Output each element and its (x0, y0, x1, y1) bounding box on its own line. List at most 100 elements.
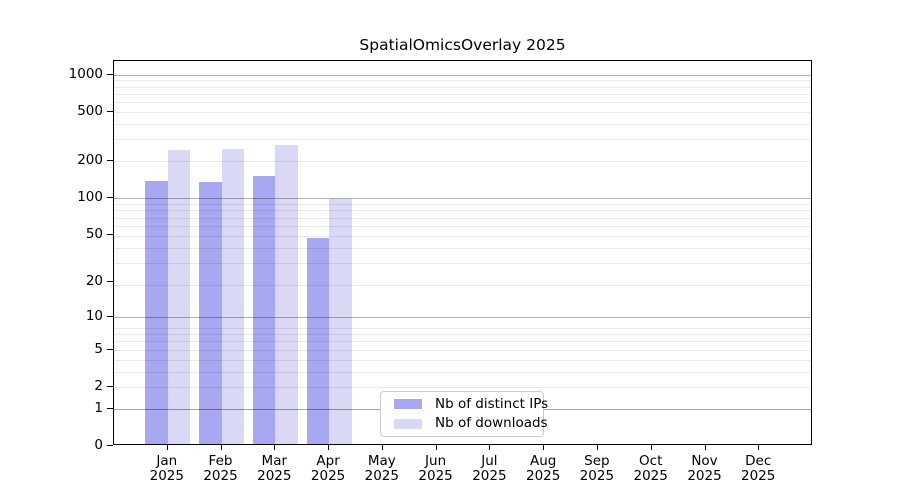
x-axis-tick-label-line: Aug (530, 453, 557, 469)
y-axis-tick (107, 407, 113, 409)
minor-gridline (114, 371, 811, 373)
x-axis-tick (596, 445, 598, 450)
y-axis-tick-label: 20 (85, 273, 103, 290)
minor-gridline (114, 217, 811, 219)
minor-gridline (114, 111, 811, 113)
x-axis-tick-label-line: Jul (481, 453, 498, 469)
x-axis-tick-label-line: 2025 (741, 468, 776, 484)
x-axis-tick-label-line: 2025 (472, 468, 507, 484)
minor-gridline (114, 235, 811, 237)
x-axis-tick-label-line: 2025 (633, 468, 668, 484)
y-axis-tick (107, 110, 113, 112)
x-axis-tick (650, 445, 652, 450)
x-axis-tick-label-line: Nov (691, 453, 718, 469)
x-axis-tick-label-line: Jun (425, 453, 447, 469)
bar-downloads-jan (167, 149, 191, 444)
x-axis-tick-label: May 2025 (354, 454, 410, 484)
x-axis-tick (328, 445, 330, 450)
y-axis-tick (107, 348, 113, 350)
major-gridline (114, 197, 811, 199)
bar-distinct_ips-apr (306, 238, 330, 444)
x-axis-tick-label-line: Jan (156, 453, 178, 469)
x-axis-tick (274, 445, 276, 450)
legend: Nb of distinct IPs Nb of downloads (380, 391, 548, 437)
y-axis-tick (107, 316, 113, 318)
legend-item-downloads: Nb of downloads (394, 416, 548, 431)
x-axis-tick-label-line: 2025 (579, 468, 615, 484)
x-axis-tick-label-line: Mar (261, 453, 288, 469)
y-axis-tick (107, 73, 113, 75)
y-axis-tick-label: 10 (85, 308, 103, 325)
y-axis-tick-label: 5 (94, 340, 103, 357)
minor-gridline (114, 341, 811, 343)
x-axis-tick-label: Nov 2025 (677, 454, 733, 484)
y-axis-tick (107, 196, 113, 198)
y-axis-tick (107, 233, 113, 235)
legend-label: Nb of downloads (435, 415, 548, 432)
bar-distinct_ips-mar (252, 176, 276, 444)
x-axis-tick-label-line: 2025 (526, 468, 561, 484)
bar-distinct_ips-jan (145, 180, 168, 444)
bar-downloads-apr (329, 199, 352, 444)
minor-gridline (114, 210, 811, 212)
y-axis-tick-label: 500 (77, 102, 103, 119)
bar-downloads-mar (275, 144, 298, 444)
x-axis-tick-label: Jul 2025 (461, 454, 517, 484)
minor-gridline (114, 161, 811, 163)
x-axis-tick-label: Mar 2025 (246, 454, 302, 484)
x-axis-tick-label-line: 2025 (364, 468, 399, 484)
y-axis-tick-label: 200 (77, 151, 103, 168)
minor-gridline (114, 86, 811, 88)
y-axis-tick-label: 0 (94, 437, 103, 453)
minor-gridline (114, 359, 811, 361)
minor-gridline (114, 93, 811, 95)
x-axis-tick-label: Aug 2025 (515, 454, 571, 484)
y-axis-tick (107, 385, 113, 387)
x-axis-tick-label: Dec 2025 (730, 454, 786, 484)
minor-gridline (114, 334, 811, 336)
major-gridline (114, 74, 811, 76)
x-axis-tick-label-line: Oct (639, 453, 663, 469)
x-axis-tick-label: Jan 2025 (139, 454, 195, 484)
legend-item-distinct_ips: Nb of distinct IPs (394, 396, 548, 412)
x-axis-tick-label-line: 2025 (257, 468, 292, 484)
minor-gridline (114, 327, 811, 329)
x-axis-tick (166, 445, 168, 450)
y-axis-tick-label: 1 (94, 399, 103, 416)
x-axis-tick-label-line: Apr (316, 453, 340, 469)
x-axis-tick-label: Sep 2025 (569, 454, 625, 484)
minor-gridline (114, 204, 811, 205)
chart-title: SpatialOmicsOverlay 2025 (359, 36, 566, 54)
y-axis-tick-label: 50 (85, 225, 103, 242)
x-axis-tick-label-line: Feb (208, 453, 233, 469)
x-axis-tick-label-line: 2025 (418, 468, 453, 484)
minor-gridline (114, 102, 811, 103)
x-axis-tick-label-line: Sep (584, 453, 610, 469)
legend-swatch-downloads (394, 418, 422, 429)
x-axis-tick (220, 445, 222, 450)
x-axis-tick-label-line: Dec (745, 453, 772, 469)
x-axis-tick (543, 445, 545, 450)
minor-gridline (114, 284, 811, 286)
y-axis-tick-label: 1000 (68, 65, 103, 82)
minor-gridline (114, 386, 811, 388)
x-axis-tick-label: Oct 2025 (623, 454, 679, 484)
bar-distinct_ips-feb (199, 182, 222, 444)
x-axis-tick-label-line: May (367, 453, 396, 469)
minor-gridline (114, 225, 811, 227)
x-axis-tick-label-line: 2025 (687, 468, 722, 484)
y-axis-tick-label: 2 (94, 377, 103, 394)
y-axis-tick (107, 281, 113, 283)
x-axis-tick-label-line: 2025 (149, 468, 184, 484)
minor-gridline (114, 247, 811, 249)
legend-label: Nb of distinct IPs (435, 395, 549, 412)
x-axis-tick-label: Jun 2025 (408, 454, 464, 484)
minor-gridline (114, 263, 811, 265)
minor-gridline (114, 139, 811, 141)
x-axis-tick (381, 445, 383, 450)
y-axis-tick-label: 100 (77, 188, 103, 205)
x-axis-tick (435, 445, 437, 450)
minor-gridline (114, 80, 811, 82)
plot-area (113, 60, 812, 445)
